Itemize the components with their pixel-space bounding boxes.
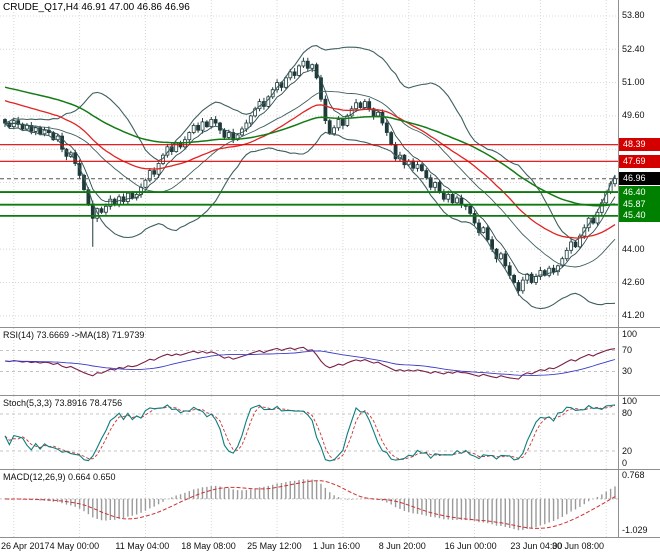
- stoch-axis-label: 80: [622, 408, 633, 419]
- price-level-badge: 46.96: [619, 172, 660, 186]
- price-level-badge: 48.39: [619, 138, 660, 152]
- price-axis-label: 44.00: [622, 243, 645, 254]
- panel-divider[interactable]: [0, 395, 660, 396]
- time-axis-label[interactable]: 16 Jun 00:00: [444, 541, 497, 551]
- rsi-canvas[interactable]: [0, 328, 618, 395]
- stoch-canvas[interactable]: [0, 396, 618, 469]
- macd-label: MACD(12,26,9) 0.664 0.650: [3, 472, 116, 482]
- price-axis-label: 49.60: [622, 110, 645, 121]
- panel-divider[interactable]: [0, 469, 660, 470]
- price-level-badge: 46.40: [619, 185, 660, 199]
- time-axis-label[interactable]: 23 Jun 04:00: [510, 541, 563, 551]
- chart-title: CRUDE_Q17,H4 46.91 47.00 46.86 46.96: [3, 2, 190, 13]
- time-axis-label[interactable]: 4 May 00:00: [49, 541, 100, 551]
- stoch-axis-label: 100: [622, 396, 638, 407]
- time-axis-label[interactable]: 26 Apr 2017: [1, 541, 50, 551]
- rsi-axis-label: 100: [622, 329, 638, 340]
- price-axis-label: 51.00: [622, 77, 645, 88]
- price-level-badge: 47.69: [619, 154, 660, 168]
- time-axis-label[interactable]: 30 Jun 08:00: [552, 541, 605, 551]
- price-axis-label: 42.60: [622, 276, 645, 287]
- price-level-badge: 45.40: [619, 209, 660, 223]
- stoch-axis-label: 20: [622, 445, 633, 456]
- rsi-label: RSI(14) 73.6669 ->MA(18) 71.9739: [3, 330, 145, 340]
- macd-axis-label: -1.029: [622, 524, 648, 535]
- stoch-axis-label: 0: [622, 457, 628, 468]
- panel-divider[interactable]: [0, 327, 660, 328]
- rsi-axis-label: 30: [622, 365, 633, 376]
- macd-canvas[interactable]: [0, 470, 618, 537]
- time-axis-label[interactable]: 1 Jun 16:00: [312, 541, 360, 551]
- time-axis-label[interactable]: 25 May 12:00: [247, 541, 302, 551]
- price-axis-label: 52.40: [622, 43, 645, 54]
- price-axis-border: [618, 0, 619, 538]
- price-axis-label: 53.80: [622, 10, 645, 21]
- time-axis-label[interactable]: 8 Jun 20:00: [378, 541, 426, 551]
- stoch-label: Stoch(5,3,3) 73.8916 78.4756: [3, 398, 123, 408]
- rsi-axis-label: 70: [622, 345, 633, 355]
- price-level-badge: 45.87: [619, 198, 660, 212]
- main-chart-canvas[interactable]: [0, 0, 618, 327]
- price-axis-label: 41.20: [622, 310, 645, 321]
- time-axis-label[interactable]: 11 May 04:00: [115, 541, 170, 551]
- macd-axis-label: 0.768: [622, 470, 645, 481]
- panel-divider[interactable]: [0, 537, 660, 538]
- time-axis-label[interactable]: 18 May 08:00: [181, 541, 236, 551]
